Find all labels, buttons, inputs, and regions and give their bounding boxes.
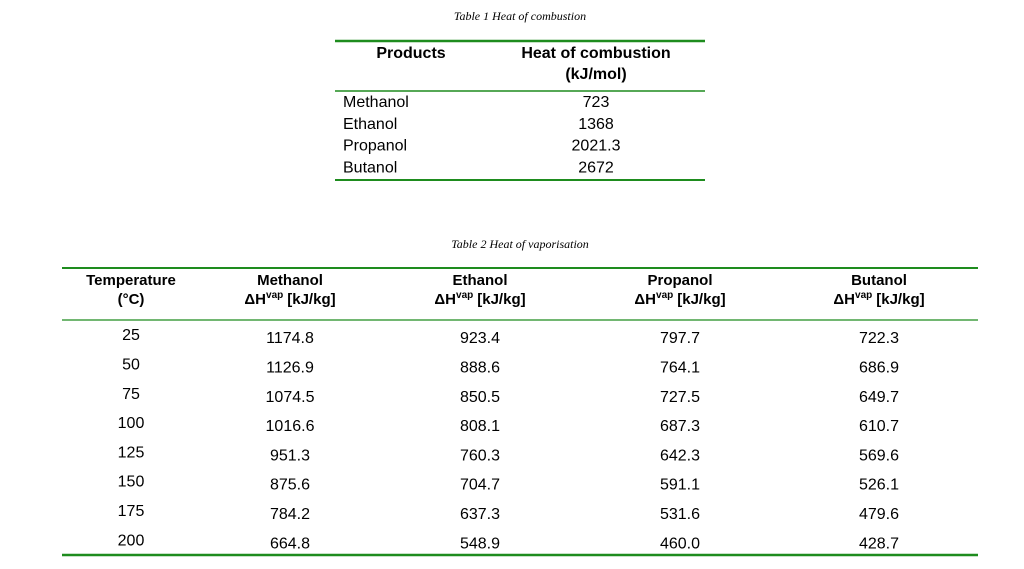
cell: 50 <box>122 357 140 374</box>
column-header: ΔHvap [kJ/kg] <box>434 290 525 308</box>
cell: 25 <box>122 327 140 344</box>
column-header: ΔHvap [kJ/kg] <box>634 290 725 308</box>
cell: 649.7 <box>859 389 899 406</box>
column-header: Heat of combustion <box>521 45 670 62</box>
unit: [kJ/kg] <box>287 291 335 308</box>
cell: 1368 <box>578 116 614 133</box>
cell: 664.8 <box>270 535 310 552</box>
cell: 1016.6 <box>266 418 315 435</box>
cell: 100 <box>118 415 145 432</box>
cell: 951.3 <box>270 447 310 464</box>
cell: 727.5 <box>660 389 700 406</box>
cell: 808.1 <box>460 418 500 435</box>
cell: 150 <box>118 474 145 491</box>
cell: 1074.5 <box>266 389 315 406</box>
cell: 175 <box>118 503 145 520</box>
cell: 569.6 <box>859 447 899 464</box>
column-header: Ethanol <box>453 272 508 289</box>
cell: 2672 <box>578 159 614 176</box>
cell: 125 <box>118 444 145 461</box>
cell: 797.7 <box>660 330 700 347</box>
cell: 610.7 <box>859 418 899 435</box>
cell: Ethanol <box>343 116 397 133</box>
table-caption: Table 2 Heat of vaporisation <box>451 237 589 251</box>
cell: 548.9 <box>460 535 500 552</box>
superscript: vap <box>656 290 673 301</box>
column-header: Propanol <box>647 272 712 289</box>
unit: [kJ/kg] <box>477 291 525 308</box>
cell: 200 <box>118 532 145 549</box>
cell: 875.6 <box>270 477 310 494</box>
column-header: Methanol <box>257 272 323 289</box>
column-header: Products <box>376 45 445 62</box>
cell: 642.3 <box>660 447 700 464</box>
column-header: (°C) <box>118 291 145 308</box>
cell: 428.7 <box>859 535 899 552</box>
superscript: vap <box>456 290 473 301</box>
cell: 923.4 <box>460 330 500 347</box>
column-header: Butanol <box>851 272 907 289</box>
cell: 723 <box>583 94 610 111</box>
cell: 687.3 <box>660 418 700 435</box>
symbol: ΔH <box>833 291 855 308</box>
column-header: ΔHvap [kJ/kg] <box>833 290 924 308</box>
cell: 460.0 <box>660 535 700 552</box>
cell: 888.6 <box>460 360 500 377</box>
cell: 784.2 <box>270 506 310 523</box>
cell: 760.3 <box>460 447 500 464</box>
superscript: vap <box>266 290 283 301</box>
cell: 686.9 <box>859 360 899 377</box>
superscript: vap <box>855 290 872 301</box>
cell: 75 <box>122 386 140 403</box>
cell: 2021.3 <box>572 138 621 155</box>
unit: [kJ/kg] <box>876 291 924 308</box>
cell: Methanol <box>343 94 409 111</box>
cell: Butanol <box>343 159 397 176</box>
symbol: ΔH <box>434 291 456 308</box>
symbol: ΔH <box>634 291 656 308</box>
cell: Propanol <box>343 138 407 155</box>
table-caption: Table 1 Heat of combustion <box>454 9 586 23</box>
cell: 704.7 <box>460 477 500 494</box>
cell: 591.1 <box>660 477 700 494</box>
cell: 479.6 <box>859 506 899 523</box>
unit: [kJ/kg] <box>677 291 725 308</box>
cell: 531.6 <box>660 506 700 523</box>
cell: 722.3 <box>859 330 899 347</box>
symbol: ΔH <box>244 291 266 308</box>
column-header: (kJ/mol) <box>565 66 626 83</box>
cell: 1126.9 <box>266 360 314 377</box>
cell: 850.5 <box>460 389 500 406</box>
column-header: ΔHvap [kJ/kg] <box>244 290 335 308</box>
column-header: Temperature <box>86 272 176 289</box>
cell: 764.1 <box>660 360 700 377</box>
cell: 1174.8 <box>266 330 314 347</box>
cell: 637.3 <box>460 506 500 523</box>
cell: 526.1 <box>859 477 899 494</box>
